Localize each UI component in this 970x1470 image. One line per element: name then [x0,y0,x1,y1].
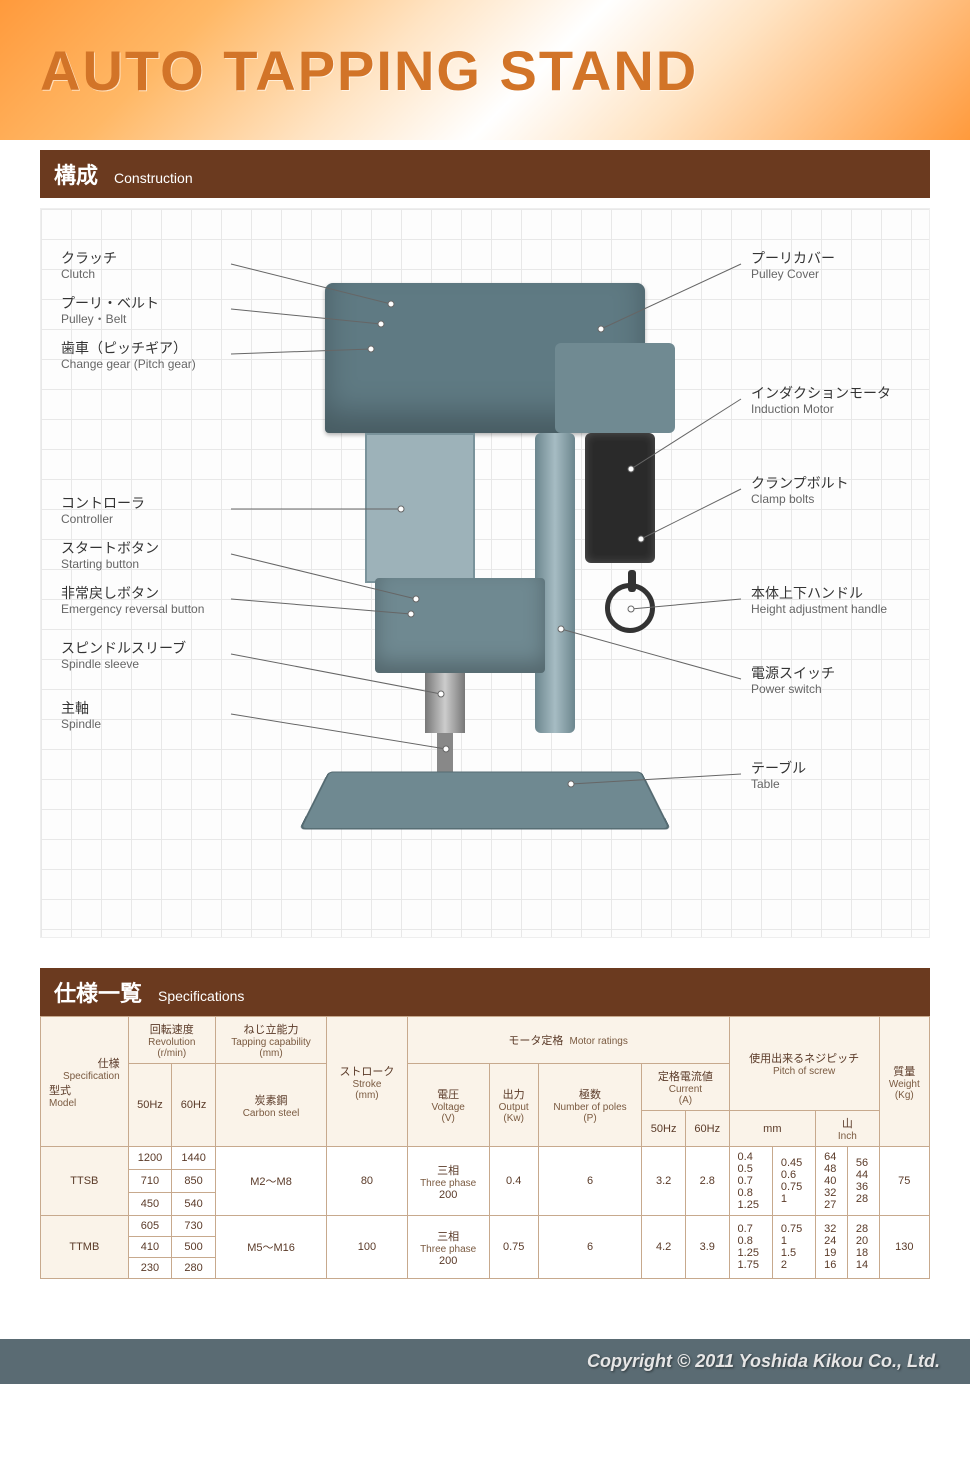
th-60hz: 60Hz [172,1064,216,1147]
cell-voltage: 三相Three phase200 [407,1216,489,1279]
footer-copyright: Copyright © 2011 Yoshida Kikou Co., Ltd. [0,1339,970,1384]
cell-tapping: M5～M16 [215,1216,326,1279]
cell-output: 0.75 [489,1216,538,1279]
cell-output: 0.4 [489,1147,538,1216]
cell-rev60: 1440 [172,1147,216,1170]
cell-model: TTMB [41,1216,129,1279]
callout-table: テーブルTable [751,759,806,793]
table-row: TTSB12001440M2～M880三相Three phase2000.463… [41,1147,930,1170]
cell-voltage: 三相Three phase200 [407,1147,489,1216]
cell-pitch-in-a: 6448403227 [816,1147,848,1216]
cell-tapping: M2～M8 [215,1147,326,1216]
cell-current60: 2.8 [685,1147,729,1216]
callout-spindle-sleeve: スピンドルスリーブSpindle sleeve [61,639,186,673]
cell-rev50: 1200 [128,1147,172,1170]
cell-stroke: 80 [327,1147,407,1216]
callout-controller: コントローラController [61,494,145,528]
cell-poles: 6 [538,1147,642,1216]
cell-rev60: 730 [172,1216,216,1237]
th-50hz: 50Hz [128,1064,172,1147]
th-pitch-inch: 山Inch [816,1111,880,1147]
callout-emergency-button: 非常戻しボタンEmergency reversal button [61,584,204,618]
cell-current60: 3.9 [685,1216,729,1279]
cell-rev60: 540 [172,1193,216,1216]
th-spec-model: 仕様Specification 型式Model [41,1017,129,1147]
cell-current50: 3.2 [642,1147,686,1216]
th-carbon-steel: 炭素鋼Carbon steel [215,1064,326,1147]
th-revolution: 回転速度Revolution(r/min) [128,1017,215,1064]
cell-weight: 130 [879,1216,929,1279]
cell-pitch-in-b: 28201814 [847,1216,879,1279]
cell-poles: 6 [538,1216,642,1279]
cell-pitch-mm-b: 0.7511.52 [772,1216,815,1279]
cell-pitch-in-a: 32241916 [816,1216,848,1279]
section-bar-construction: 構成 Construction [40,150,930,198]
section-title-jp: 仕様一覧 [54,976,142,1008]
th-voltage: 電圧Voltage(V) [407,1064,489,1147]
cell-weight: 75 [879,1147,929,1216]
callout-spindle: 主軸Spindle [61,699,101,733]
callout-clamp-bolts: クランプボルトClamp bolts [751,474,849,508]
machine-illustration [305,283,665,863]
cell-rev50: 605 [128,1216,172,1237]
cell-stroke: 100 [327,1216,407,1279]
callout-induction-motor: インダクションモータInduction Motor [751,384,891,418]
th-current: 定格電流値Current(A) [642,1064,729,1111]
th-tapping: ねじ立能力Tapping capability(mm) [215,1017,326,1064]
callout-height-handle: 本体上下ハンドルHeight adjustment handle [751,584,887,618]
callout-pulley-cover: プーリカバーPulley Cover [751,249,835,283]
th-current-50: 50Hz [642,1111,686,1147]
cell-current50: 4.2 [642,1216,686,1279]
th-motor: モータ定格 Motor ratings [407,1017,729,1064]
cell-pitch-mm-b: 0.450.60.751 [772,1147,815,1216]
callout-change-gear: 歯車（ピッチギア）Change gear (Pitch gear) [61,339,196,373]
section-title-en: Specifications [158,988,244,1004]
construction-diagram: クラッチClutch プーリ・ベルトPulley・Belt 歯車（ピッチギア）C… [40,208,930,938]
cell-pitch-mm-a: 0.70.81.251.75 [729,1216,772,1279]
th-stroke: ストロークStroke(mm) [327,1017,407,1147]
cell-rev60: 850 [172,1170,216,1193]
cell-rev50: 450 [128,1193,172,1216]
table-row: TTMB605730M5～M16100三相Three phase2000.756… [41,1216,930,1237]
callout-pulley-belt: プーリ・ベルトPulley・Belt [61,294,159,328]
cell-rev50: 410 [128,1237,172,1258]
page-title: AUTO TAPPING STAND [40,38,698,103]
callout-power-switch: 電源スイッチPower switch [751,664,835,698]
header-band: AUTO TAPPING STAND [0,0,970,140]
cell-rev50: 710 [128,1170,172,1193]
cell-pitch-mm-a: 0.40.50.70.81.25 [729,1147,772,1216]
cell-pitch-in-b: 56443628 [847,1147,879,1216]
th-poles: 極数Number of poles(P) [538,1064,642,1147]
specifications-table: 仕様Specification 型式Model 回転速度Revolution(r… [40,1016,930,1279]
section-title-en: Construction [114,170,193,186]
th-output: 出力Output(Kw) [489,1064,538,1147]
callout-clutch: クラッチClutch [61,249,117,283]
section-title-jp: 構成 [54,158,98,190]
th-pitch-mm: mm [729,1111,816,1147]
cell-rev50: 230 [128,1258,172,1279]
cell-rev60: 500 [172,1237,216,1258]
specifications-table-wrap: 仕様Specification 型式Model 回転速度Revolution(r… [40,1016,930,1279]
th-weight: 質量Weight(Kg) [879,1017,929,1147]
callout-start-button: スタートボタンStarting button [61,539,159,573]
th-pitch: 使用出来るネジピッチPitch of screw [729,1017,879,1111]
cell-model: TTSB [41,1147,129,1216]
th-current-60: 60Hz [685,1111,729,1147]
section-bar-specifications: 仕様一覧 Specifications [40,968,930,1016]
cell-rev60: 280 [172,1258,216,1279]
